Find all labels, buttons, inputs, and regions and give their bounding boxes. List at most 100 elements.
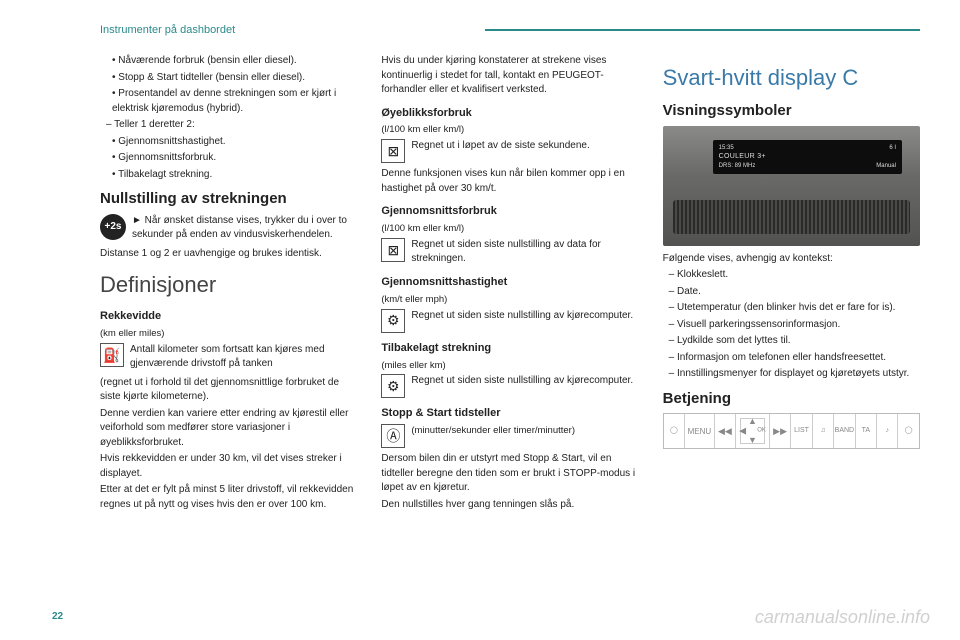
watermark: carmanualsonline.info [755,607,930,628]
car-icon: ⚙ [381,374,405,398]
unit-text: (km/t eller mph) [381,293,638,307]
paragraph: Den nullstilles hver gang tenningen slås… [381,498,638,513]
heading-gjennomsnittsforbruk: Gjennomsnittsforbruk [381,204,638,220]
unit-text: (km eller miles) [100,327,357,341]
icon-row: Ⓐ (minutter/sekunder eller timer/minutte… [381,424,638,448]
dash-item: – Utetemperatur (den blinker hvis det er… [663,301,920,316]
heading-stopp-start: Stopp & Start tidsteller [381,406,638,422]
screen-mid: COULEUR 3+ [719,152,896,162]
fuel-pump-icon: ⛽ [100,343,124,367]
gauge-icon: ⊠ [381,139,405,163]
text: Teller 1 deretter 2: [114,119,195,130]
prev-button: ◀◀ [715,414,736,448]
text: Gjennomsnittshastighet. [118,136,225,147]
page-number: 22 [52,611,63,622]
text: Prosentandel av denne strekningen som er… [112,88,336,114]
text: Tilbakelagt strekning. [118,169,212,180]
dial-icon: ◯ [898,414,918,448]
bullet-item: • Nåværende forbruk (bensin eller diesel… [100,54,357,69]
heading-nullstilling: Nullstilling av strekningen [100,188,357,210]
text: Visuell parkeringssensorinformasjon. [677,319,840,330]
content-columns: • Nåværende forbruk (bensin eller diesel… [100,54,920,600]
unit-text: (minutter/sekunder eller timer/minutter) [411,424,638,438]
text: Klokkeslett. [677,269,728,280]
column-1: • Nåværende forbruk (bensin eller diesel… [100,54,357,600]
gauge-icon: ⊠ [381,238,405,262]
dashboard-photo: 15:35 6 I COULEUR 3+ DRS: 89 MHz Manual [663,126,920,246]
text: Utetemperatur (den blinker hvis det er f… [677,302,895,313]
ok-label: OK [757,427,766,436]
heading-gjennomsnittshastighet: Gjennomsnittshastighet [381,275,638,291]
column-2: Hvis du under kjøring konstaterer at str… [381,54,638,600]
air-vent [673,200,910,234]
display-screen: 15:35 6 I COULEUR 3+ DRS: 89 MHz Manual [713,140,902,174]
paragraph: Dersom bilen din er utstyrt med Stopp & … [381,452,638,496]
text: Antall kilometer som fortsatt kan kjøres… [130,343,357,372]
text: Lydkilde som det lyttes til. [677,335,791,346]
sound-icon: ♪ [877,414,898,448]
text: Informasjon om telefonen eller handsfree… [677,352,886,363]
dash-item: – Informasjon om telefonen eller handsfr… [663,351,920,366]
text: Regnet ut i løpet av de siste sekundene. [411,139,638,154]
paragraph: Etter at det er fylt på minst 5 liter dr… [100,483,357,512]
list-button: LIST [791,414,812,448]
page-header: Instrumenter på dashbordet [100,24,920,36]
dpad: ▲ ▼ ◀ OK [736,414,770,448]
list-intro: Følgende vises, avhengig av kontekst: [663,252,920,267]
text: Innstillingsmenyer for displayet og kjør… [677,368,909,379]
heading-definisjoner: Definisjoner [100,269,357,301]
icon-row: ⚙ Regnet ut siden siste nullstilling av … [381,309,638,333]
paragraph: Hvis du under kjøring konstaterer at str… [381,54,638,98]
dash-item: – Teller 1 deretter 2: [100,118,357,133]
icon-row: ⊠ Regnet ut i løpet av de siste sekunden… [381,139,638,163]
bullet-item: • Gjennomsnittsforbruk. [100,151,357,166]
icon-row: ⊠ Regnet ut siden siste nullstilling av … [381,238,638,267]
dash-item: – Visuell parkeringssensorinformasjon. [663,318,920,333]
music-icon: ♫ [813,414,834,448]
heading-betjening: Betjening [663,388,920,410]
text: Regnet ut siden siste nullstilling av kj… [411,374,638,389]
screen-sub: DRS: 89 MHz [719,162,756,171]
header-title: Instrumenter på dashbordet [100,24,235,36]
ta-button: TA [856,414,877,448]
text: Stopp & Start tidteller (bensin eller di… [118,72,305,83]
dash-item: – Klokkeslett. [663,268,920,283]
heading-tilbakelagt: Tilbakelagt strekning [381,341,638,357]
screen-br: Manual [876,162,896,171]
dash-item: – Lydkilde som det lyttes til. [663,334,920,349]
bullet-item: • Gjennomsnittshastighet. [100,135,357,150]
unit-text: (l/100 km eller km/l) [381,222,638,236]
controls-diagram: ◯ MENU ◀◀ ▲ ▼ ◀ OK ▶▶ LIST ♫ BAND TA ♪ ◯ [663,413,920,449]
bullet-item: • Tilbakelagt strekning. [100,168,357,183]
paragraph: Distanse 1 og 2 er uavhengige og brukes … [100,247,357,262]
heading-rekkevidde: Rekkevidde [100,309,357,325]
car-icon: ⚙ [381,309,405,333]
next-button: ▶▶ [770,414,791,448]
heading-oyeblikksforbruk: Øyeblikksforbruk [381,106,638,122]
heading-display-c: Svart-hvitt display C [663,62,920,94]
dash-item: – Innstillingsmenyer for displayet og kj… [663,367,920,382]
heading-visningssymboler: Visningssymboler [663,100,920,122]
paragraph: (regnet ut i forhold til det gjennomsnit… [100,376,357,405]
bullet-item: • Stopp & Start tidteller (bensin eller … [100,71,357,86]
dash-item: – Date. [663,285,920,300]
timer-2s-icon: +2s [100,214,126,240]
text: Regnet ut siden siste nullstilling av da… [411,238,638,267]
paragraph: Hvis rekkevidden er under 30 km, vil det… [100,452,357,481]
paragraph: Denne funksjonen vises kun når bilen kom… [381,167,638,196]
dial-icon: ◯ [664,414,685,448]
text: ► Når ønsket distanse vises, trykker du … [132,214,357,243]
column-3: Svart-hvitt display C Visningssymboler 1… [663,54,920,600]
paragraph: Denne verdien kan variere etter endring … [100,407,357,451]
menu-button: MENU [685,414,715,448]
stop-start-icon: Ⓐ [381,424,405,448]
text: Date. [677,286,701,297]
text: Regnet ut siden siste nullstilling av kj… [411,309,638,324]
band-button: BAND [834,414,855,448]
icon-row-fuel: ⛽ Antall kilometer som fortsatt kan kjør… [100,343,357,372]
icon-row-2s: +2s ► Når ønsket distanse vises, trykker… [100,214,357,243]
screen-time: 15:35 [719,144,734,153]
bullet-item: • Prosentandel av denne strekningen som … [100,87,357,116]
icon-row: ⚙ Regnet ut siden siste nullstilling av … [381,374,638,398]
text: Gjennomsnittsforbruk. [118,152,216,163]
